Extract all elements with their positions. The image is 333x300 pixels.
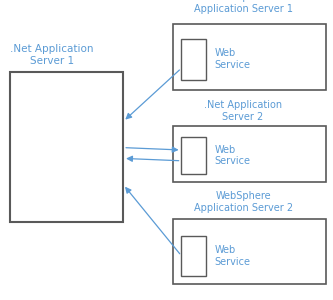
Text: WebSphere
Application Server 1: WebSphere Application Server 1 <box>193 0 293 14</box>
Bar <box>181 39 206 80</box>
Text: .Net Application
Server 1: .Net Application Server 1 <box>10 44 94 66</box>
Bar <box>181 136 206 174</box>
Bar <box>173 24 326 90</box>
Text: Web
Service: Web Service <box>215 245 251 267</box>
Bar <box>173 219 326 284</box>
Text: WebSphere
Application Server 2: WebSphere Application Server 2 <box>193 191 293 213</box>
Text: Web
Service: Web Service <box>215 48 251 70</box>
Bar <box>10 72 123 222</box>
Text: .Net Application
Server 2: .Net Application Server 2 <box>204 100 282 122</box>
Bar <box>181 236 206 276</box>
Bar <box>173 126 326 182</box>
Text: Web
Service: Web Service <box>215 145 251 166</box>
